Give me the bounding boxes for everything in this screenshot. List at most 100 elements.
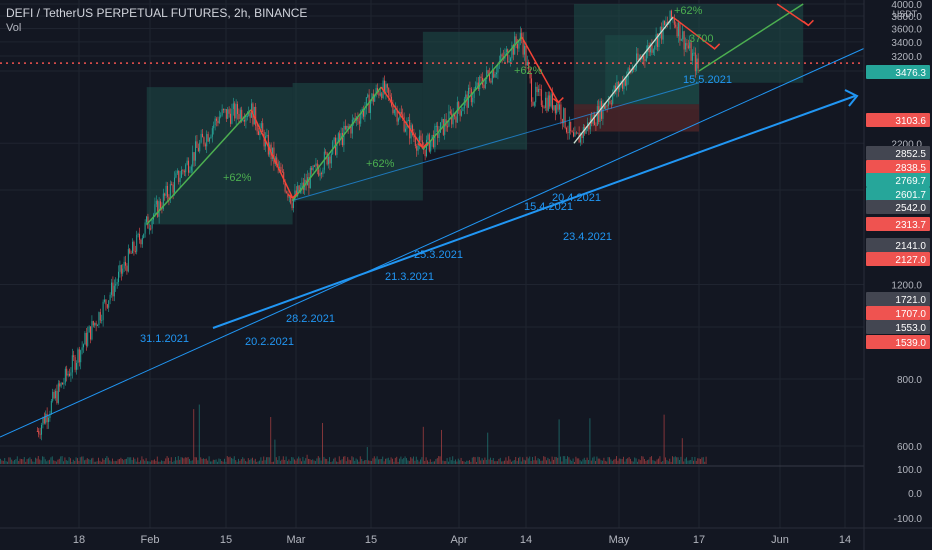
candle-body xyxy=(125,261,127,266)
candle-body xyxy=(137,233,139,235)
volume-bar xyxy=(368,460,370,464)
volume-bar xyxy=(438,456,440,464)
volume-bar xyxy=(78,460,80,464)
candle-body xyxy=(559,104,561,110)
candle-body xyxy=(626,77,628,86)
volume-bar xyxy=(527,458,529,464)
volume-bar xyxy=(481,458,483,464)
candle-body xyxy=(57,383,59,403)
candle-body xyxy=(577,132,579,134)
candle-body xyxy=(185,164,187,173)
candle-body xyxy=(377,88,379,91)
volume-bar xyxy=(295,460,297,464)
candle-body xyxy=(41,424,43,435)
candle-body xyxy=(533,102,535,106)
volume-bar xyxy=(470,461,472,464)
volume-bar xyxy=(404,456,406,464)
candle-body xyxy=(62,382,64,385)
candle-body xyxy=(412,125,414,135)
volume-bar xyxy=(53,460,55,464)
volume-bar xyxy=(229,456,231,464)
volume-bar xyxy=(392,458,393,464)
volume-bar xyxy=(635,458,637,464)
volume-bar xyxy=(210,461,211,464)
candle-body xyxy=(99,312,101,321)
candle-body xyxy=(312,165,314,171)
volume-bar xyxy=(659,456,661,464)
candle-body xyxy=(466,94,468,108)
volume-bar xyxy=(630,458,631,464)
volume-tick-label: 100.0 xyxy=(897,465,922,476)
x-tick-label: Apr xyxy=(450,534,467,546)
volume-bar xyxy=(673,457,675,464)
volume-bar xyxy=(686,457,687,464)
candle-body xyxy=(690,42,692,61)
candle-body xyxy=(554,105,556,114)
volume-bar xyxy=(308,458,309,464)
volume-bar xyxy=(74,461,76,464)
candle-body xyxy=(132,241,134,254)
candle-body xyxy=(347,125,349,128)
volume-bar xyxy=(270,417,272,464)
volume-bar xyxy=(551,456,553,464)
candle-body xyxy=(407,119,409,121)
volume-bar xyxy=(532,457,533,464)
volume-bar xyxy=(175,456,176,464)
volume-bar xyxy=(422,426,424,464)
volume-bar xyxy=(56,461,57,464)
volume-bar xyxy=(442,460,444,464)
candle-body xyxy=(608,101,610,106)
volume-bar xyxy=(410,457,412,464)
correction-arrowhead xyxy=(552,97,564,104)
volume-bar xyxy=(88,458,90,464)
candle-body xyxy=(206,134,208,147)
volume-bar xyxy=(362,461,364,464)
candle-body xyxy=(379,93,381,96)
volume-bar xyxy=(544,456,546,464)
y-tick-label: 800.0 xyxy=(897,375,922,386)
candle-body xyxy=(136,234,138,252)
volume-bar xyxy=(271,461,273,464)
volume-bar xyxy=(393,461,395,464)
volume-bar xyxy=(646,460,648,464)
candle-body xyxy=(174,177,176,193)
price-axis-bg xyxy=(864,0,932,550)
volume-bar xyxy=(420,459,421,464)
volume-bar xyxy=(379,459,381,464)
candle-body xyxy=(316,163,318,170)
volume-bar xyxy=(546,460,547,464)
volume-bar xyxy=(695,460,697,464)
candle-body xyxy=(396,108,398,122)
trend-line-mid xyxy=(292,82,700,201)
volume-bar xyxy=(145,458,147,464)
volume-bar xyxy=(387,457,389,464)
price-label-box xyxy=(866,238,930,252)
volume-bar xyxy=(95,461,97,464)
volume-bar xyxy=(158,461,160,464)
candle-body xyxy=(375,88,377,96)
y-tick-label: 4000.0 xyxy=(891,0,922,11)
volume-bar xyxy=(586,457,588,464)
volume-bar xyxy=(512,460,514,464)
candle-body xyxy=(515,36,517,45)
candle-body xyxy=(458,102,460,110)
annotation-label: 21.3.2021 xyxy=(385,271,434,283)
volume-bar xyxy=(541,460,543,464)
candle-body xyxy=(619,85,621,90)
annotation-label: +62% xyxy=(674,5,703,17)
volume-bar xyxy=(382,456,384,464)
volume-bar xyxy=(693,460,694,464)
candle-body xyxy=(486,70,488,80)
candle-body xyxy=(364,108,366,117)
candle-body xyxy=(575,132,577,134)
volume-bar xyxy=(68,457,70,464)
volume-bar xyxy=(64,457,66,464)
candle-body xyxy=(644,59,646,62)
impulse-arrow xyxy=(146,109,252,225)
volume-bar xyxy=(154,459,155,464)
volume-bar xyxy=(670,461,672,464)
volume-bar xyxy=(662,461,664,464)
candle-body xyxy=(297,185,299,196)
volume-bar xyxy=(417,459,419,464)
candle-body xyxy=(416,145,418,151)
